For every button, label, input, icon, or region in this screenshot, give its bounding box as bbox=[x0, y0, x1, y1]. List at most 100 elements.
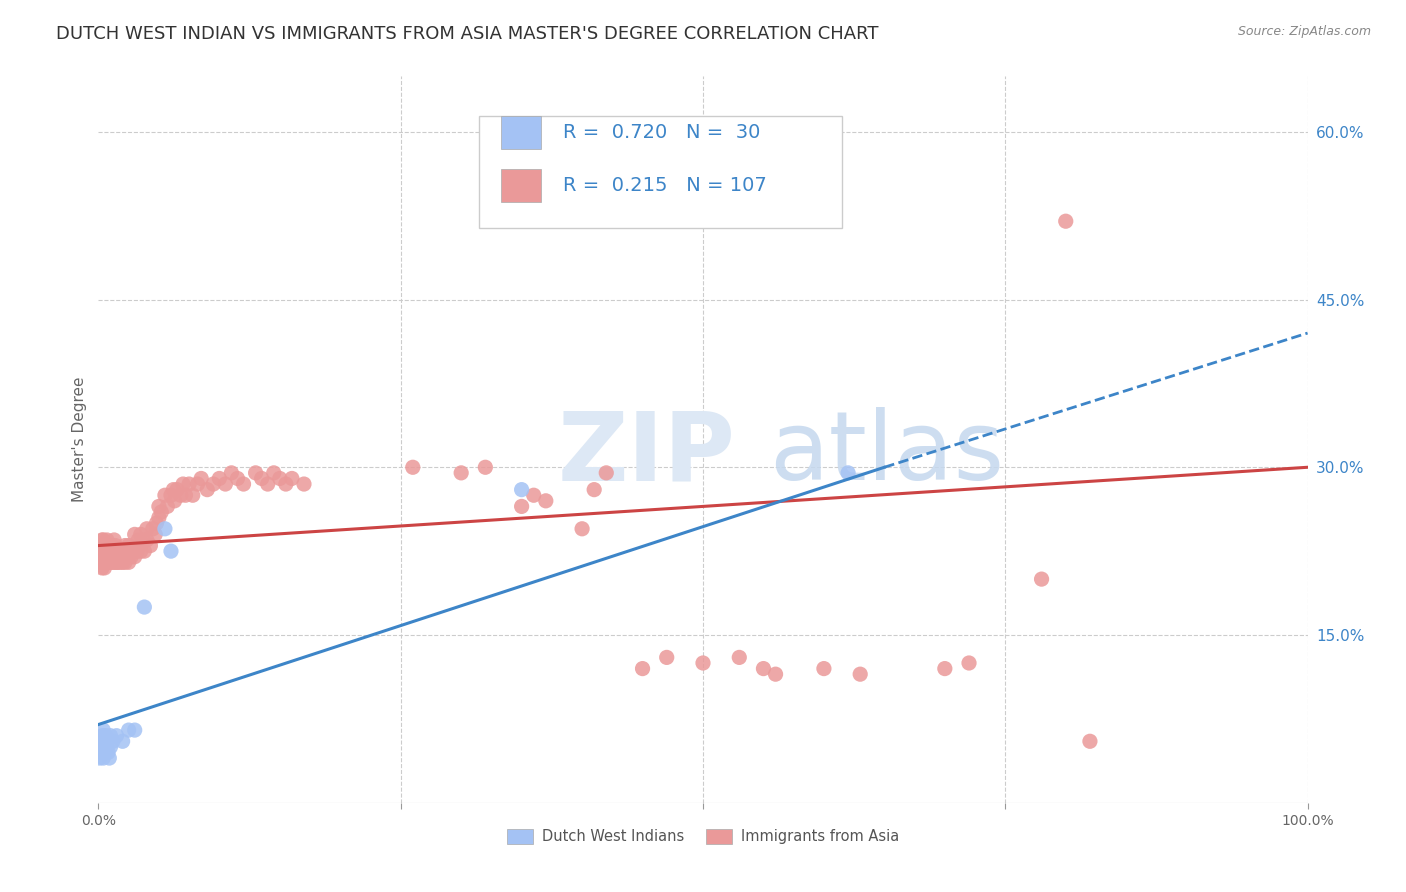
Point bbox=[153, 488, 176, 502]
Point bbox=[100, 539, 122, 553]
Point bbox=[114, 555, 136, 569]
Point bbox=[450, 466, 472, 480]
Point bbox=[105, 555, 128, 569]
Point bbox=[91, 555, 114, 569]
Point bbox=[281, 471, 304, 485]
Point bbox=[90, 734, 112, 748]
Point bbox=[250, 471, 273, 485]
Point bbox=[274, 477, 297, 491]
Point bbox=[631, 662, 654, 676]
Point bbox=[91, 746, 114, 760]
Point bbox=[110, 549, 132, 564]
Point bbox=[132, 533, 155, 547]
Text: Source: ZipAtlas.com: Source: ZipAtlas.com bbox=[1237, 25, 1371, 38]
Legend: Dutch West Indians, Immigrants from Asia: Dutch West Indians, Immigrants from Asia bbox=[501, 823, 905, 850]
Text: ZIP: ZIP bbox=[558, 408, 735, 500]
Point bbox=[765, 667, 787, 681]
Point bbox=[595, 466, 617, 480]
Point bbox=[94, 729, 117, 743]
Point bbox=[135, 522, 157, 536]
Point bbox=[169, 488, 191, 502]
Point bbox=[129, 527, 152, 541]
Point bbox=[100, 729, 122, 743]
Point bbox=[124, 527, 146, 541]
Point bbox=[292, 477, 315, 491]
Point bbox=[129, 544, 152, 558]
Point bbox=[100, 549, 122, 564]
Point bbox=[104, 549, 127, 564]
Point bbox=[98, 751, 121, 765]
Point bbox=[98, 539, 121, 553]
Point bbox=[89, 549, 111, 564]
Point bbox=[162, 483, 184, 497]
Point bbox=[103, 533, 125, 547]
Point bbox=[166, 483, 188, 497]
Point bbox=[107, 544, 129, 558]
Point bbox=[112, 549, 135, 564]
Point bbox=[96, 555, 118, 569]
Point bbox=[534, 493, 557, 508]
Point bbox=[692, 656, 714, 670]
Point bbox=[89, 751, 111, 765]
Point bbox=[118, 555, 141, 569]
Point bbox=[181, 488, 204, 502]
Point bbox=[813, 662, 835, 676]
Point bbox=[752, 197, 775, 211]
Point bbox=[148, 500, 170, 514]
Point bbox=[91, 734, 114, 748]
Point bbox=[90, 739, 112, 754]
Point bbox=[115, 549, 138, 564]
Point bbox=[97, 555, 120, 569]
Point bbox=[93, 734, 115, 748]
Point bbox=[571, 522, 593, 536]
Text: R =  0.215   N = 107: R = 0.215 N = 107 bbox=[562, 176, 766, 195]
Text: DUTCH WEST INDIAN VS IMMIGRANTS FROM ASIA MASTER'S DEGREE CORRELATION CHART: DUTCH WEST INDIAN VS IMMIGRANTS FROM ASI… bbox=[56, 25, 879, 43]
Point bbox=[91, 723, 114, 737]
Point bbox=[221, 466, 243, 480]
Point bbox=[145, 516, 167, 531]
Point bbox=[91, 533, 114, 547]
Point bbox=[134, 600, 156, 615]
Point bbox=[232, 477, 254, 491]
Point bbox=[91, 739, 114, 754]
Point bbox=[134, 544, 156, 558]
Point bbox=[1054, 214, 1077, 228]
Point bbox=[101, 555, 124, 569]
FancyBboxPatch shape bbox=[501, 116, 541, 149]
Point bbox=[510, 483, 533, 497]
Point bbox=[93, 729, 115, 743]
Point bbox=[837, 466, 859, 480]
Point bbox=[190, 471, 212, 485]
Point bbox=[93, 561, 115, 575]
Point bbox=[474, 460, 496, 475]
Point bbox=[1078, 734, 1101, 748]
Point bbox=[100, 544, 122, 558]
Point bbox=[263, 466, 285, 480]
Point bbox=[97, 746, 120, 760]
Point bbox=[523, 488, 546, 502]
Point bbox=[94, 544, 117, 558]
Point bbox=[583, 483, 606, 497]
Point bbox=[118, 723, 141, 737]
Point bbox=[510, 500, 533, 514]
Point bbox=[728, 650, 751, 665]
Point bbox=[96, 549, 118, 564]
Point bbox=[127, 544, 149, 558]
Point bbox=[104, 539, 127, 553]
Point bbox=[226, 471, 249, 485]
Point bbox=[94, 555, 117, 569]
Point bbox=[160, 544, 183, 558]
Y-axis label: Master's Degree: Master's Degree bbox=[72, 376, 87, 502]
Point bbox=[752, 662, 775, 676]
Point bbox=[172, 477, 194, 491]
Point bbox=[139, 539, 162, 553]
Point bbox=[269, 471, 291, 485]
Point bbox=[108, 544, 131, 558]
Point bbox=[91, 751, 114, 765]
Point bbox=[108, 555, 131, 569]
Point bbox=[174, 488, 197, 502]
Point bbox=[402, 460, 425, 475]
Point bbox=[150, 505, 173, 519]
Point bbox=[1031, 572, 1053, 586]
Point bbox=[256, 477, 278, 491]
